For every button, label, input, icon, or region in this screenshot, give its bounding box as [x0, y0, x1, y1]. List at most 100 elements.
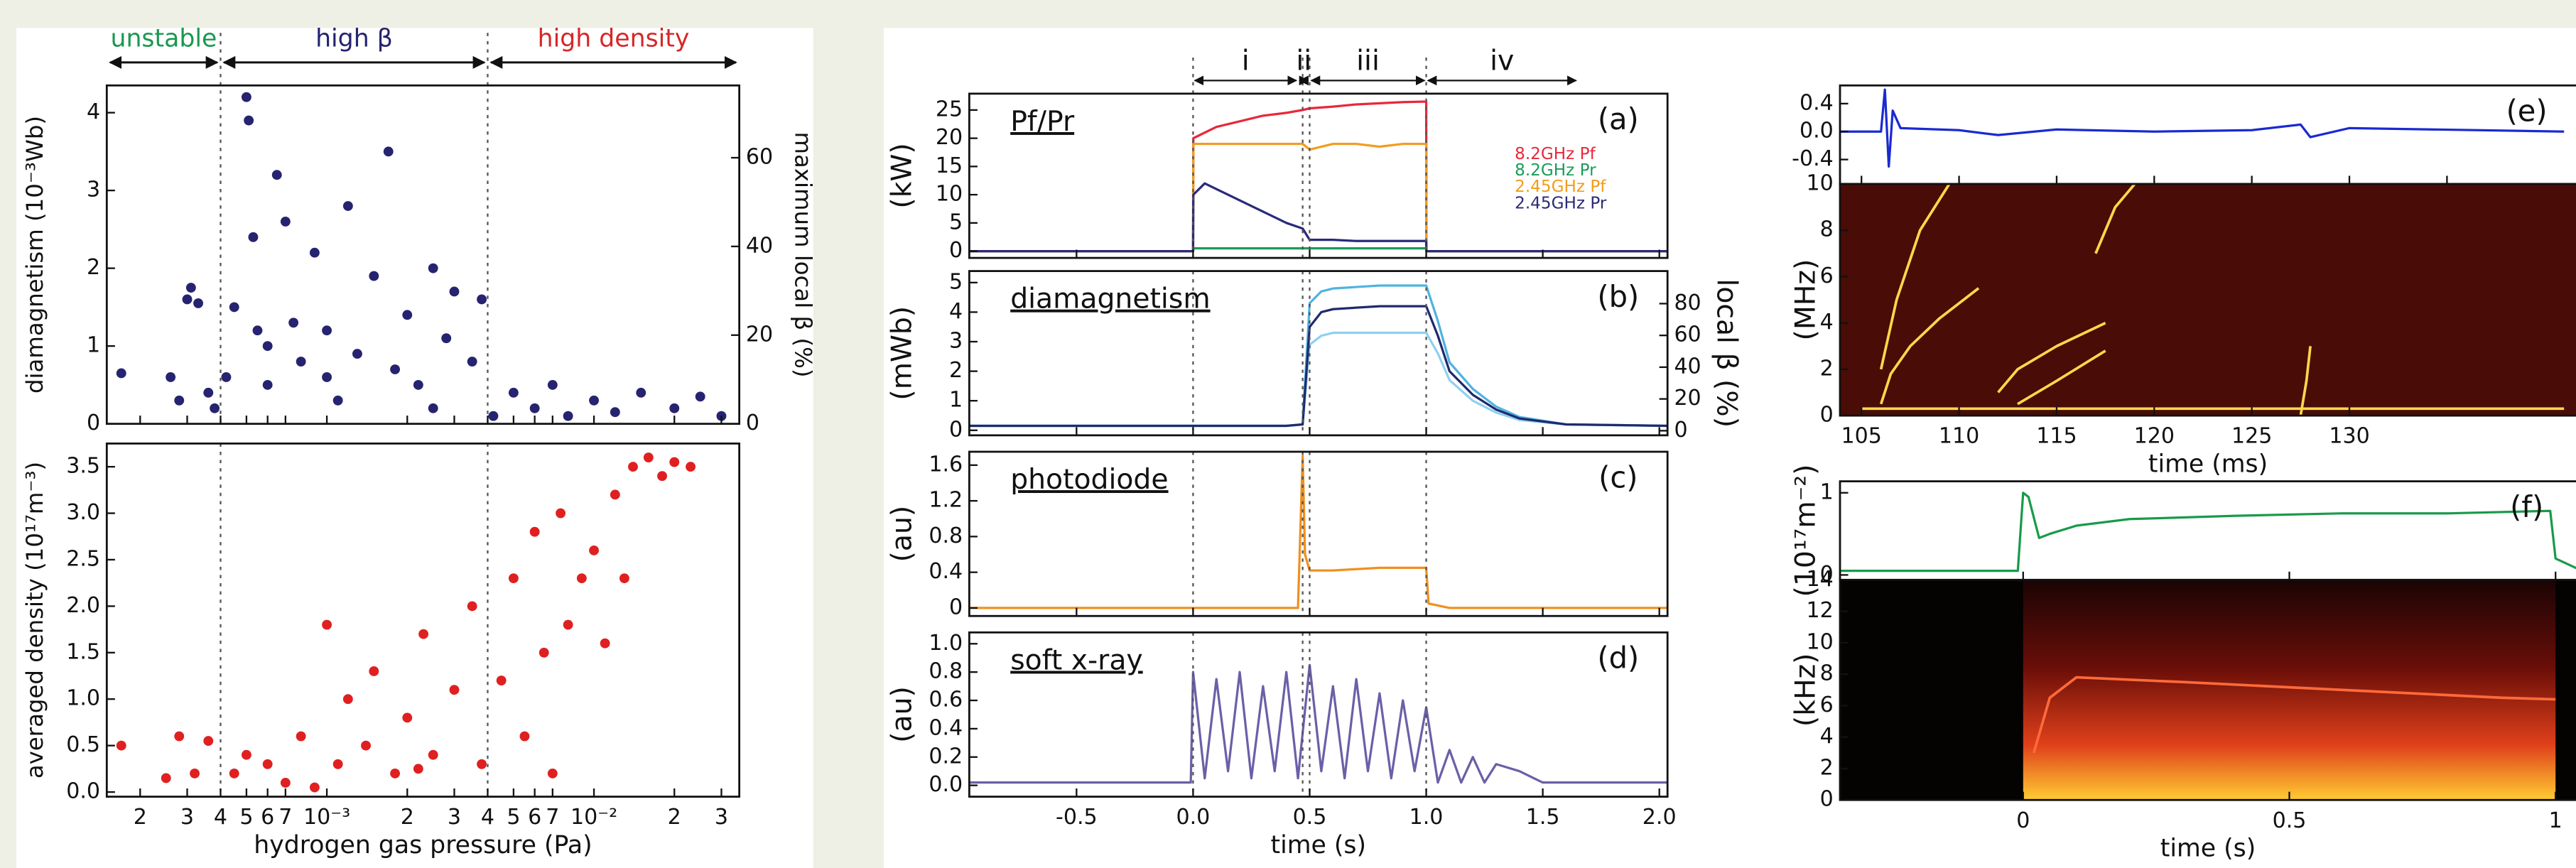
point: [449, 685, 460, 695]
y-tick-label: 2.5: [66, 546, 100, 571]
spectrogram-background: [1840, 184, 2576, 416]
x-tick-label: 5: [239, 805, 253, 830]
point: [657, 471, 667, 482]
point: [390, 768, 401, 779]
y-tick-label: 1: [1820, 479, 1834, 504]
x-tick-label: 130: [2329, 424, 2369, 449]
phase-label: i: [1242, 45, 1250, 77]
axes-frame: [968, 92, 1669, 259]
y-tick-label: 20: [936, 125, 963, 150]
line: [969, 305, 1668, 428]
point: [193, 298, 203, 308]
x-tick-label: 0.5: [1293, 805, 1327, 830]
point: [488, 411, 499, 421]
ridge: [1997, 322, 2106, 394]
x-axis-label: hydrogen gas pressure (Pa): [254, 831, 592, 859]
left-panel: [16, 28, 813, 868]
y-axis-label: averaged density (10¹⁷m⁻³): [21, 462, 48, 779]
y2-tick-label: 40: [1674, 354, 1701, 379]
y-tick-label: 8: [1820, 217, 1834, 242]
burst: [2023, 580, 2556, 801]
ridge: [2094, 183, 2136, 254]
ridge: [1879, 287, 1980, 405]
panel-label: (d): [1597, 641, 1639, 676]
point: [309, 247, 320, 258]
y-tick-label: 0: [1820, 787, 1834, 812]
point: [322, 619, 332, 630]
region-label: high β: [315, 25, 393, 53]
point: [262, 379, 273, 390]
point: [229, 302, 239, 313]
x-tick-label: 4: [481, 805, 494, 830]
inset-title: diamagnetism: [1010, 283, 1210, 315]
point: [402, 310, 413, 320]
point: [361, 740, 371, 751]
y-tick-label: 1.2: [929, 488, 963, 513]
x-tick-label: 7: [546, 805, 559, 830]
y-tick-label: 3: [87, 178, 100, 202]
y-tick-label: 4: [1820, 310, 1834, 335]
point: [428, 403, 438, 413]
legend-entry: 2.45GHz Pf: [1515, 178, 1606, 196]
y2-tick-label: 40: [746, 233, 773, 258]
y-tick-label: 0.2: [929, 744, 963, 769]
point: [161, 773, 171, 783]
y-tick-label: 25: [936, 97, 963, 121]
point: [449, 286, 460, 297]
point: [390, 364, 401, 374]
line: [1840, 492, 2576, 573]
y-tick-label: 10: [936, 182, 963, 207]
point: [508, 387, 519, 398]
point: [116, 368, 126, 379]
line: [969, 663, 1668, 784]
point: [342, 201, 353, 211]
x-tick-label: 5: [507, 805, 520, 830]
point: [332, 759, 343, 769]
y2-axis-label: local β (%): [1711, 278, 1743, 428]
y-tick-label: 0: [949, 238, 963, 263]
point: [686, 462, 696, 472]
x-tick-label: 1: [2549, 808, 2563, 833]
x-tick-label: 6: [528, 805, 541, 830]
point: [636, 387, 646, 398]
y-tick-label: 2.0: [66, 593, 100, 618]
y-tick-label: 14: [1807, 567, 1834, 592]
y-tick-label: 6: [1820, 693, 1834, 717]
y2-tick-label: 80: [1674, 291, 1701, 315]
point: [116, 740, 126, 751]
y-tick-label: 1.5: [66, 639, 100, 664]
y-axis-label: (mWb): [886, 306, 918, 401]
y-axis-label: diamagnetism (10⁻³Wb): [21, 116, 48, 394]
y-tick-label: 1.6: [929, 452, 963, 477]
point: [271, 170, 282, 180]
y-axis-label: (kW): [886, 143, 918, 208]
point: [441, 333, 452, 344]
inset-title: photodiode: [1010, 464, 1168, 496]
y-tick-label: 10: [1807, 171, 1834, 196]
y-axis-label: (MHz): [1790, 259, 1822, 341]
y2-tick-label: 20: [1674, 386, 1701, 411]
point: [547, 379, 558, 390]
point: [262, 341, 273, 352]
point: [166, 372, 176, 382]
point: [402, 712, 413, 723]
region-label: unstable: [110, 25, 217, 53]
x-axis-label: time (s): [2160, 835, 2256, 863]
y-tick-label: 1: [87, 333, 100, 358]
x-tick-label: 3: [448, 805, 461, 830]
ridge: [1879, 183, 1951, 370]
y-tick-label: 4: [87, 99, 100, 124]
y-tick-label: 2: [1820, 356, 1834, 381]
y-tick-label: 6: [1820, 264, 1834, 288]
point: [477, 759, 487, 769]
point: [695, 391, 705, 402]
line: [969, 182, 1668, 253]
y-tick-label: 8: [1820, 661, 1834, 686]
x-tick-label: 2.0: [1643, 805, 1677, 830]
point: [467, 357, 477, 367]
y-tick-label: 2: [87, 255, 100, 280]
point: [643, 452, 654, 462]
point: [369, 666, 379, 676]
x-tick-label: 2: [401, 805, 414, 830]
x-tick-label: -0.5: [1056, 805, 1098, 830]
